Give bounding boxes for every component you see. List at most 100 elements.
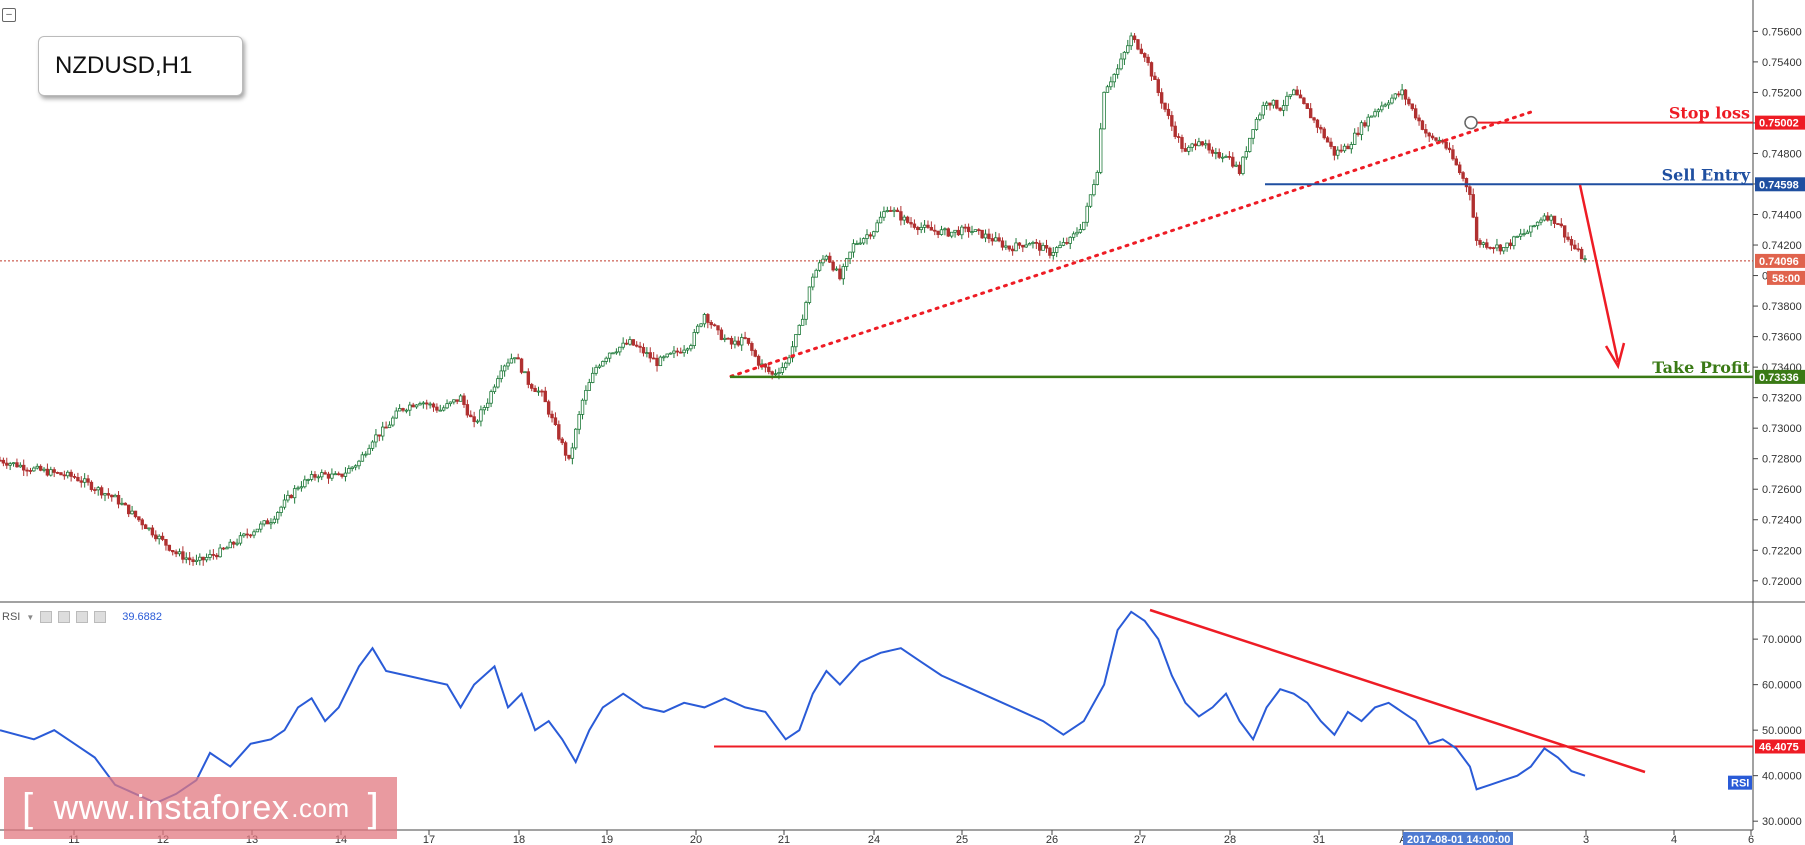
candle-body [116, 494, 121, 505]
candle-body [496, 378, 500, 388]
candle-body [62, 474, 67, 477]
candle-body [248, 534, 253, 537]
rsi-trendline[interactable] [1149, 608, 1646, 774]
candle-body [1298, 94, 1303, 99]
candle-body [1007, 245, 1011, 250]
candle-body [242, 533, 246, 537]
candle-body [1319, 126, 1323, 130]
candle-body [1407, 98, 1411, 105]
candle-body [719, 329, 724, 340]
candle-body [391, 417, 395, 426]
candle-body [550, 413, 554, 419]
candle-body [1061, 242, 1066, 246]
candle-body [1464, 178, 1469, 188]
candle-body [699, 323, 703, 327]
trendline-support-dotted[interactable] [729, 109, 1537, 378]
collapse-icon[interactable]: – [2, 8, 16, 22]
candle-body [384, 426, 388, 429]
candle-body [1542, 215, 1547, 221]
candle-body [682, 349, 686, 354]
time-tick-label: 18 [513, 834, 525, 845]
candle-body [411, 404, 415, 408]
candle-body [1485, 242, 1489, 248]
time-tick-label: 20 [690, 834, 702, 845]
rsi-tick-label: 40.0000 [1762, 771, 1802, 783]
candle-body [702, 314, 707, 325]
candle-body [1268, 102, 1272, 106]
add-icon[interactable] [76, 611, 89, 623]
candle-body [1027, 243, 1032, 246]
candle-body [462, 395, 466, 405]
candle-body [1315, 119, 1320, 128]
candle-body [784, 362, 788, 368]
candle-body [431, 403, 436, 408]
candle-body [360, 454, 365, 462]
time-tick-label: 13 [246, 834, 258, 845]
candle-body [1075, 231, 1079, 235]
candle-body [966, 226, 971, 233]
candle-body [320, 472, 324, 478]
candle-body [1562, 225, 1567, 238]
candle-body [546, 401, 551, 415]
price-axis[interactable]: 0.756000.754000.752000.750000.748000.746… [1753, 26, 1802, 588]
candle-body [353, 465, 358, 468]
candle-body [530, 384, 534, 389]
candle-body [1271, 99, 1276, 106]
close-icon[interactable] [94, 611, 107, 623]
rsi-tick-label: 30.0000 [1762, 816, 1802, 828]
candles-series[interactable] [0, 32, 1587, 566]
price-tick-label: 0.72200 [1762, 545, 1802, 557]
candle-body [1329, 141, 1333, 147]
time-tick-label: 3 [1583, 834, 1589, 845]
time-tick-label: 21 [778, 834, 790, 845]
rsi-line[interactable] [0, 610, 1586, 805]
candle-body [381, 426, 385, 437]
candle-body [1332, 146, 1337, 156]
candle-body [265, 520, 270, 525]
candle-body [32, 467, 36, 472]
candle-body [350, 466, 354, 469]
candle-body [1068, 236, 1072, 244]
candle-body [1281, 105, 1286, 111]
candle-body [651, 357, 656, 360]
candle-body [252, 531, 256, 536]
candle-body [455, 399, 459, 402]
candle-body [1461, 172, 1465, 179]
candle-body [1430, 135, 1435, 139]
candle-body [1251, 129, 1255, 139]
candle-body [441, 407, 446, 411]
candle-body [739, 337, 744, 346]
time-axis[interactable]: 111213141718192021242526272831A2346 [68, 830, 1754, 845]
candle-body [1349, 144, 1354, 150]
price-tick-label: 0.75600 [1762, 26, 1802, 38]
candle-body [1376, 109, 1381, 113]
candle-body [143, 524, 148, 530]
candle-body [1129, 35, 1133, 47]
candle-body [164, 539, 168, 546]
candle-body [865, 234, 869, 239]
candle-body [1163, 102, 1167, 110]
candle-body [38, 465, 43, 471]
settings-icon[interactable] [40, 611, 53, 623]
candle-body [1261, 105, 1265, 116]
dropdown-icon[interactable]: ▼ [26, 612, 35, 622]
candle-body [963, 226, 967, 229]
candle-body [658, 356, 663, 367]
candle-body [387, 424, 392, 429]
candle-body [570, 447, 575, 459]
candle-body [1413, 108, 1418, 119]
candle-body [1444, 141, 1448, 149]
candle-body [1048, 247, 1052, 256]
candle-body [1366, 116, 1370, 127]
candle-body [49, 469, 53, 476]
candle-body [15, 462, 19, 468]
candle-body [861, 238, 866, 244]
candle-body [35, 465, 39, 469]
candle-body [194, 559, 199, 562]
stop-loss-handle[interactable] [1464, 115, 1478, 130]
rsi-axis[interactable]: 70.0000 60.0000 50.0000 40.0000 30.0000 [1753, 634, 1802, 828]
candle-body [1034, 241, 1039, 244]
hide-icon[interactable] [58, 611, 71, 623]
candle-body [1010, 248, 1015, 252]
